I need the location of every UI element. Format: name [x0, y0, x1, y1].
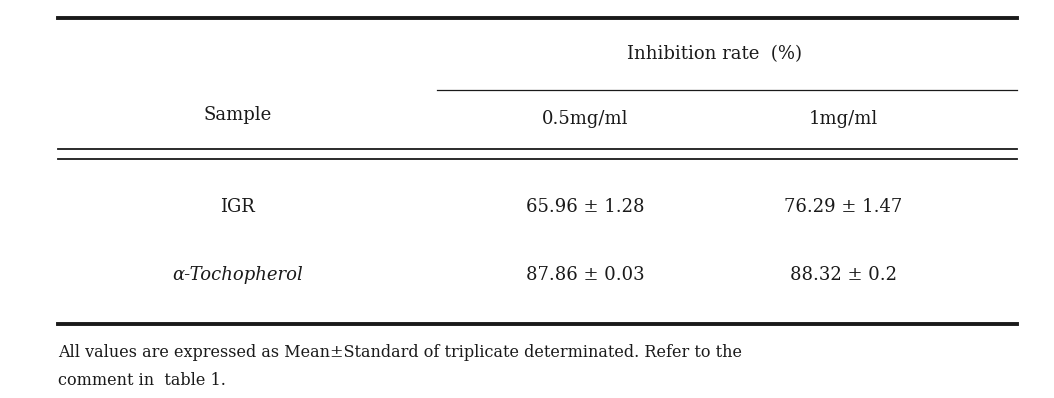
Text: 1mg/ml: 1mg/ml	[808, 110, 878, 129]
Text: Inhibition rate  (%): Inhibition rate (%)	[627, 45, 802, 63]
Text: Sample: Sample	[203, 106, 271, 125]
Text: IGR: IGR	[220, 198, 254, 216]
Text: 76.29 ± 1.47: 76.29 ± 1.47	[784, 198, 902, 216]
Text: 88.32 ± 0.2: 88.32 ± 0.2	[789, 265, 897, 284]
Text: 65.96 ± 1.28: 65.96 ± 1.28	[526, 198, 644, 216]
Text: α-Tochopherol: α-Tochopherol	[172, 265, 302, 284]
Text: 87.86 ± 0.03: 87.86 ± 0.03	[526, 265, 644, 284]
Text: comment in  table 1.: comment in table 1.	[58, 372, 226, 388]
Text: 0.5mg/ml: 0.5mg/ml	[542, 110, 628, 129]
Text: All values are expressed as Mean±Standard of triplicate determinated. Refer to t: All values are expressed as Mean±Standar…	[58, 344, 742, 361]
